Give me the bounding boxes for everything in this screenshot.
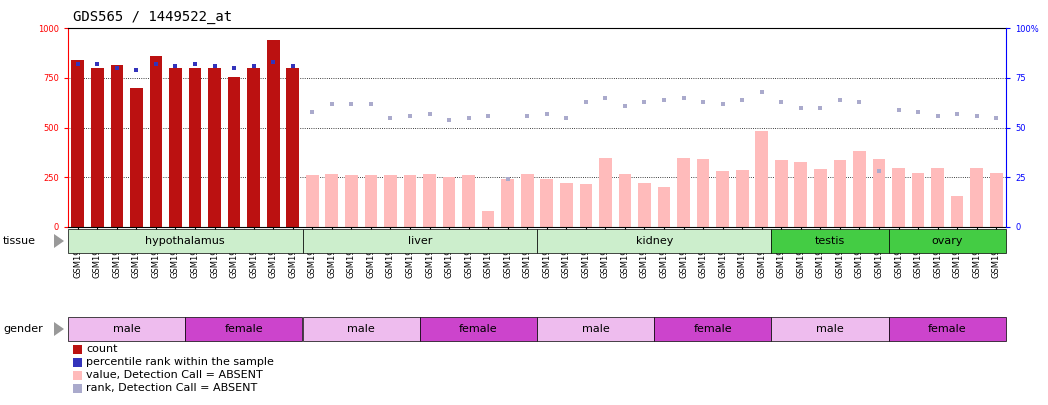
Bar [756, 132, 768, 227]
Text: female: female [694, 324, 733, 334]
Polygon shape [54, 234, 64, 248]
Text: male: male [113, 324, 140, 334]
Bar [716, 171, 729, 227]
Bar [970, 168, 983, 227]
Text: male: male [816, 324, 844, 334]
Bar [932, 168, 944, 227]
Bar [618, 174, 631, 227]
Text: gender: gender [3, 324, 43, 334]
Text: kidney: kidney [635, 236, 673, 246]
Bar [91, 68, 104, 227]
Bar [521, 174, 533, 227]
Bar [638, 183, 651, 227]
Bar [267, 40, 280, 227]
Bar [912, 173, 924, 227]
Bar [150, 56, 162, 227]
Bar [189, 68, 201, 227]
Bar [814, 169, 827, 227]
Bar [423, 174, 436, 227]
Bar [833, 160, 846, 227]
Bar [462, 175, 475, 227]
Bar [306, 175, 319, 227]
Text: male: male [347, 324, 375, 334]
Text: count: count [86, 344, 117, 354]
Bar [71, 60, 84, 227]
Bar [599, 158, 612, 227]
Bar [990, 173, 1003, 227]
Bar [482, 211, 495, 227]
Bar [580, 184, 592, 227]
Bar [110, 65, 124, 227]
Bar [658, 187, 671, 227]
Text: female: female [929, 324, 966, 334]
Text: tissue: tissue [3, 236, 36, 246]
Bar [736, 170, 748, 227]
Bar [227, 77, 240, 227]
Bar [345, 175, 357, 227]
Text: female: female [459, 324, 498, 334]
Bar [442, 177, 456, 227]
Text: hypothalamus: hypothalamus [146, 236, 225, 246]
Bar [677, 158, 690, 227]
Text: male: male [582, 324, 610, 334]
Text: percentile rank within the sample: percentile rank within the sample [86, 357, 275, 367]
Text: GDS565 / 1449522_at: GDS565 / 1449522_at [73, 10, 233, 24]
Bar [247, 68, 260, 227]
Text: ovary: ovary [932, 236, 963, 246]
Bar [794, 162, 807, 227]
Polygon shape [54, 322, 64, 336]
Bar [384, 175, 397, 227]
Bar [169, 68, 182, 227]
Bar [130, 88, 143, 227]
Bar [209, 68, 221, 227]
Text: rank, Detection Call = ABSENT: rank, Detection Call = ABSENT [86, 383, 258, 393]
Bar [853, 151, 866, 227]
Bar [873, 159, 886, 227]
Text: value, Detection Call = ABSENT: value, Detection Call = ABSENT [86, 370, 263, 380]
Bar [560, 183, 572, 227]
Bar [326, 174, 339, 227]
Bar [892, 168, 904, 227]
Bar [697, 159, 709, 227]
Bar [951, 196, 963, 227]
Bar [365, 175, 377, 227]
Text: female: female [224, 324, 263, 334]
Bar [541, 179, 553, 227]
Bar [501, 179, 514, 227]
Bar [403, 175, 416, 227]
Text: testis: testis [815, 236, 846, 246]
Text: liver: liver [408, 236, 432, 246]
Bar [286, 68, 299, 227]
Bar [774, 160, 788, 227]
